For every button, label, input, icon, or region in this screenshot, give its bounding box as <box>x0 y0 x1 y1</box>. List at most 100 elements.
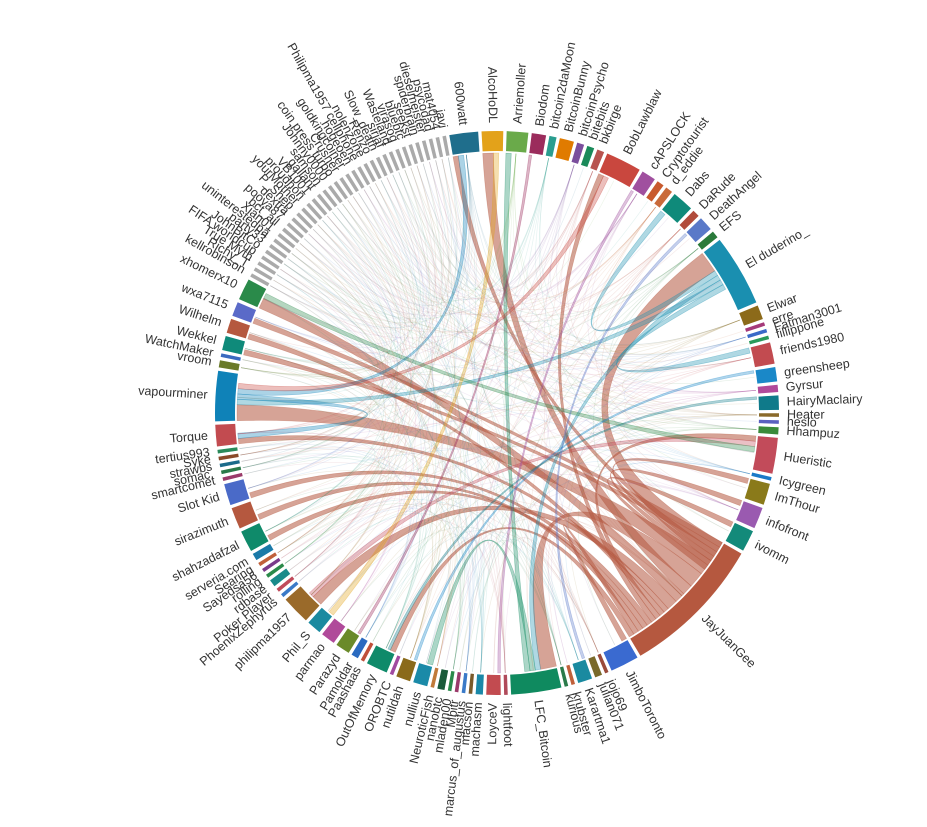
arc-600watt[interactable] <box>449 131 480 155</box>
arc-friends1980[interactable] <box>750 342 775 368</box>
arc-nolenzone[interactable] <box>363 162 376 183</box>
arc-tertius993[interactable] <box>217 447 238 454</box>
arc-darude[interactable] <box>679 210 699 230</box>
arc-spiderbrain[interactable] <box>415 142 425 163</box>
arc-greensheep[interactable] <box>755 367 778 384</box>
arc-richy-t[interactable] <box>253 267 273 281</box>
arc-hhampuz[interactable] <box>758 426 779 435</box>
arc-jimbotoronto[interactable] <box>603 640 638 671</box>
arc-slot-kid[interactable] <box>224 479 250 506</box>
arc-ivomm[interactable] <box>725 522 754 551</box>
arc-psycodad[interactable] <box>428 138 437 159</box>
arc-hueristic[interactable] <box>752 436 778 474</box>
arc-lfc-bitcoin[interactable] <box>510 668 562 695</box>
arc-heslo[interactable] <box>758 419 779 424</box>
arc-gallant[interactable] <box>316 193 333 212</box>
arc-jojo69[interactable] <box>597 653 609 674</box>
arc-goldkingcoiner[interactable] <box>345 173 359 193</box>
arc-dabs[interactable] <box>662 194 692 223</box>
arc-searing[interactable] <box>258 552 277 567</box>
arc-icygreen[interactable] <box>751 472 772 481</box>
arc-outofmemory[interactable] <box>366 645 395 673</box>
arc-syke[interactable] <box>218 453 239 461</box>
arc-arriemoller[interactable] <box>505 131 529 153</box>
arc-erre[interactable] <box>745 322 766 332</box>
arc-karartma1[interactable] <box>572 659 593 684</box>
arc-coin-press-turbo[interactable] <box>333 181 348 200</box>
arc-fifa-worldcup[interactable] <box>261 255 280 270</box>
arc-poker-player[interactable] <box>276 576 295 592</box>
arc-watchmaker[interactable] <box>220 353 241 361</box>
arc-pamoldar[interactable] <box>351 637 368 659</box>
arc-yourmother[interactable] <box>301 207 318 225</box>
arc-biodom[interactable] <box>529 133 547 156</box>
arc-rolling[interactable] <box>265 563 285 578</box>
arc-parmao[interactable] <box>322 618 346 643</box>
arc-bitcoin2damoon[interactable] <box>545 135 557 157</box>
arc-renzo[interactable] <box>369 159 382 180</box>
arc-party33[interactable] <box>269 244 288 259</box>
arc-cryptotourist[interactable] <box>646 181 664 202</box>
arc-nullius[interactable] <box>413 663 433 687</box>
arc-phil-s[interactable] <box>308 607 333 633</box>
arc-kellrobinson[interactable] <box>250 273 270 287</box>
arc-xian01[interactable] <box>277 233 296 249</box>
arc-rdbase[interactable] <box>270 568 291 587</box>
arc-boblawblaw[interactable] <box>599 153 640 188</box>
arc-paashaas[interactable] <box>360 642 374 662</box>
arc-uninterestedpa[interactable] <box>273 238 292 254</box>
arc-bct-ail[interactable] <box>282 227 300 244</box>
arc-dieselmeister[interactable] <box>421 140 431 161</box>
arc-crusher[interactable] <box>339 177 354 196</box>
arc-hogeoen[interactable] <box>351 169 365 189</box>
arc-p-shep[interactable] <box>296 212 313 229</box>
arc-d-eddie[interactable] <box>654 187 673 208</box>
arc-fatman3001[interactable] <box>747 328 768 339</box>
arc-philipma1957[interactable] <box>285 586 320 621</box>
arc-seekst[interactable] <box>408 144 418 165</box>
arc-samson[interactable] <box>322 189 338 208</box>
arc-fillippone[interactable] <box>748 335 770 345</box>
arc-capslock[interactable] <box>632 171 655 196</box>
arc-jayjuangee[interactable] <box>630 543 742 656</box>
arc-pooya87[interactable] <box>286 222 304 239</box>
arc-bluebtc[interactable] <box>401 146 412 167</box>
arc-nutildah[interactable] <box>396 657 417 682</box>
arc-elwar[interactable] <box>739 305 763 326</box>
arc-macson[interactable] <box>468 673 474 694</box>
arc-imthour[interactable] <box>744 478 770 505</box>
arc-somac-[interactable] <box>220 466 242 475</box>
arc-virasog[interactable] <box>395 148 406 169</box>
arc-proudhon[interactable] <box>306 202 323 220</box>
arc-true-myth[interactable] <box>257 261 277 275</box>
arc-bitcoinbunny[interactable] <box>555 138 574 161</box>
arc-lightfoot[interactable] <box>503 674 508 695</box>
arc-shahzadafzal[interactable] <box>241 523 269 551</box>
arc-torque[interactable] <box>215 423 237 447</box>
arc-mladen00[interactable] <box>447 670 455 692</box>
arc-xhomerx10[interactable] <box>239 279 267 308</box>
arc-sayedsa56[interactable] <box>262 557 281 572</box>
arc-dextra[interactable] <box>291 217 309 234</box>
arc-sirjaf[interactable] <box>382 153 394 174</box>
arc-vroom[interactable] <box>218 360 240 371</box>
arc-julian071[interactable] <box>588 656 603 678</box>
arc-smartcomet[interactable] <box>222 472 243 481</box>
arc-hairymaclairy[interactable] <box>758 395 779 411</box>
arc-mbitr[interactable] <box>454 672 462 693</box>
arc-sirazimuth[interactable] <box>231 501 258 529</box>
arc-serveria-com[interactable] <box>252 543 274 561</box>
arc-wasteland[interactable] <box>388 151 400 172</box>
arc-neuroticfish[interactable] <box>430 667 439 688</box>
arc-bitcoinpsycho[interactable] <box>571 142 585 164</box>
arc-strawbs[interactable] <box>219 460 240 468</box>
arc-vb1001[interactable] <box>311 198 328 216</box>
arc-deathangel[interactable] <box>686 218 711 243</box>
arc-kurious[interactable] <box>559 666 569 687</box>
arc-efs[interactable] <box>697 231 718 250</box>
arc-vapourminer[interactable] <box>215 370 238 422</box>
arc-mat4054[interactable] <box>435 137 444 158</box>
arc-wilhelm[interactable] <box>226 318 251 339</box>
arc-marcus-of-augustus[interactable] <box>461 672 468 694</box>
arc-slow-death[interactable] <box>375 156 388 177</box>
